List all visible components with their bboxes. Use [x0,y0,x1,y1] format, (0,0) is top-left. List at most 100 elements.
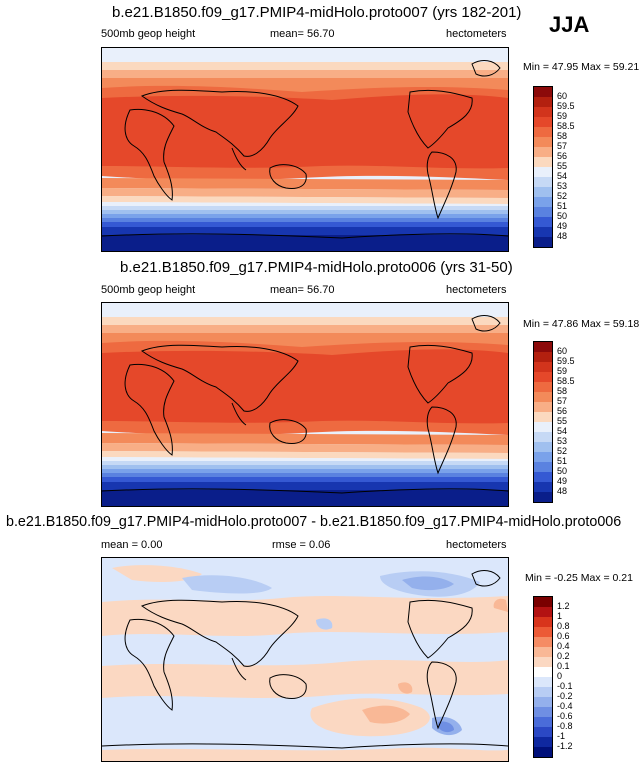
colorbar-swatch [534,657,552,667]
panel3-units-label: hectometers [446,539,507,551]
panel3-colorbar-label: -0.6 [557,711,573,721]
panel1-title: b.e21.B1850.f09_g17.PMIP4-midHolo.proto0… [112,4,522,21]
colorbar-swatch [534,412,552,422]
panel2-colorbar-label: 58.5 [557,376,575,386]
panel3-colorbar-label: -1 [557,731,566,741]
colorbar-swatch [534,157,552,167]
colorbar-swatch [534,127,552,137]
panel2-colorbar-label: 49 [557,476,568,486]
panel3-colorbar-label: 1 [557,611,563,621]
panel1-coastlines [102,60,508,239]
panel2-units-label: hectometers [446,284,507,296]
panel1-min-max: Min = 47.95 Max = 59.21 [523,61,640,73]
colorbar-swatch [534,362,552,372]
colorbar-swatch [534,197,552,207]
panel1-colorbar-label: 52 [557,191,568,201]
colorbar-swatch [534,392,552,402]
panel3-colorbar-label: 0.4 [557,641,570,651]
panel3-colorbar-label: -0.1 [557,681,573,691]
panel2-colorbar-swatches [533,341,553,503]
colorbar-swatch [534,492,552,502]
panel1-colorbar-label: 59 [557,111,568,121]
panel3-colorbar-label: 0.8 [557,621,570,631]
panel3-colorbar-label: 0.1 [557,661,570,671]
panel2-map [101,302,509,507]
colorbar-swatch [534,372,552,382]
colorbar-swatch [534,597,552,607]
panel3-rmse-label: rmse = 0.06 [272,539,331,551]
colorbar-swatch [534,97,552,107]
panel1-colorbar-label: 48 [557,231,568,241]
panel2-colorbar-label: 57 [557,396,568,406]
panel2-colorbar-label: 54 [557,426,568,436]
panel1-colorbar-label: 59.5 [557,101,575,111]
colorbar-swatch [534,217,552,227]
panel3-colorbar-label: 0 [557,671,563,681]
colorbar-swatch [534,442,552,452]
colorbar-swatch [534,167,552,177]
panel1-map [101,47,509,252]
colorbar-swatch [534,697,552,707]
colorbar-swatch [534,717,552,727]
colorbar-swatch [534,607,552,617]
panel2-colorbar-label: 56 [557,406,568,416]
panel3-title: b.e21.B1850.f09_g17.PMIP4-midHolo.proto0… [6,514,622,530]
panel2-colorbar-label: 53 [557,436,568,446]
panel1-colorbar-label: 56 [557,151,568,161]
panel3-coastlines [102,570,508,749]
colorbar-swatch [534,87,552,97]
panel3-min-max: Min = -0.25 Max = 0.21 [525,572,633,584]
panel2-colorbar-label: 52 [557,446,568,456]
colorbar-swatch [534,227,552,237]
colorbar-swatch [534,462,552,472]
colorbar-swatch [534,472,552,482]
panel2-variable-label: 500mb geop height [101,284,196,296]
colorbar-swatch [534,422,552,432]
panel1-colorbar-label: 54 [557,171,568,181]
panel3-map [101,557,509,762]
season-label: JJA [549,12,590,37]
panel2-contour-field [102,303,508,506]
panel1-colorbar-label: 57 [557,141,568,151]
panel3-colorbar-label: 0.6 [557,631,570,641]
panel3-contour-field [102,558,508,761]
panel2-colorbar-label: 60 [557,346,568,356]
panel1-colorbar-label: 55 [557,161,568,171]
colorbar-swatch [534,137,552,147]
panel1-colorbar-label: 58.5 [557,121,575,131]
panel3-mean-label: mean = 0.00 [101,539,163,551]
panel1-colorbar-label: 58 [557,131,568,141]
colorbar-swatch [534,432,552,442]
panel2-coastlines [102,315,508,494]
panel2-colorbar-label: 58 [557,386,568,396]
colorbar-swatch [534,402,552,412]
panel1-units-label: hectometers [446,28,507,40]
colorbar-swatch [534,647,552,657]
colorbar-swatch [534,617,552,627]
panel2-mean-label: mean= 56.70 [270,284,335,296]
panel3-colorbar-label: 1.2 [557,601,570,611]
colorbar-swatch [534,627,552,637]
panel2-colorbar-label: 48 [557,486,568,496]
colorbar-swatch [534,342,552,352]
colorbar-swatch [534,707,552,717]
panel2-colorbar-label: 55 [557,416,568,426]
panel1-mean-label: mean= 56.70 [270,28,335,40]
panel3-colorbar-label: -0.8 [557,721,573,731]
colorbar-swatch [534,237,552,247]
colorbar-swatch [534,207,552,217]
panel1-colorbar-label: 49 [557,221,568,231]
colorbar-swatch [534,452,552,462]
colorbar-swatch [534,727,552,737]
panel3-colorbar-swatches [533,596,553,758]
panel1-colorbar-label: 60 [557,91,568,101]
colorbar-swatch [534,352,552,362]
panel2-title: b.e21.B1850.f09_g17.PMIP4-midHolo.proto0… [120,259,513,276]
colorbar-swatch [534,177,552,187]
panel1-colorbar-label: 51 [557,201,568,211]
colorbar-swatch [534,667,552,677]
panel2-colorbar-label: 59 [557,366,568,376]
colorbar-swatch [534,382,552,392]
panel2-colorbar-label: 50 [557,466,568,476]
panel1-variable-label: 500mb geop height [101,28,196,40]
